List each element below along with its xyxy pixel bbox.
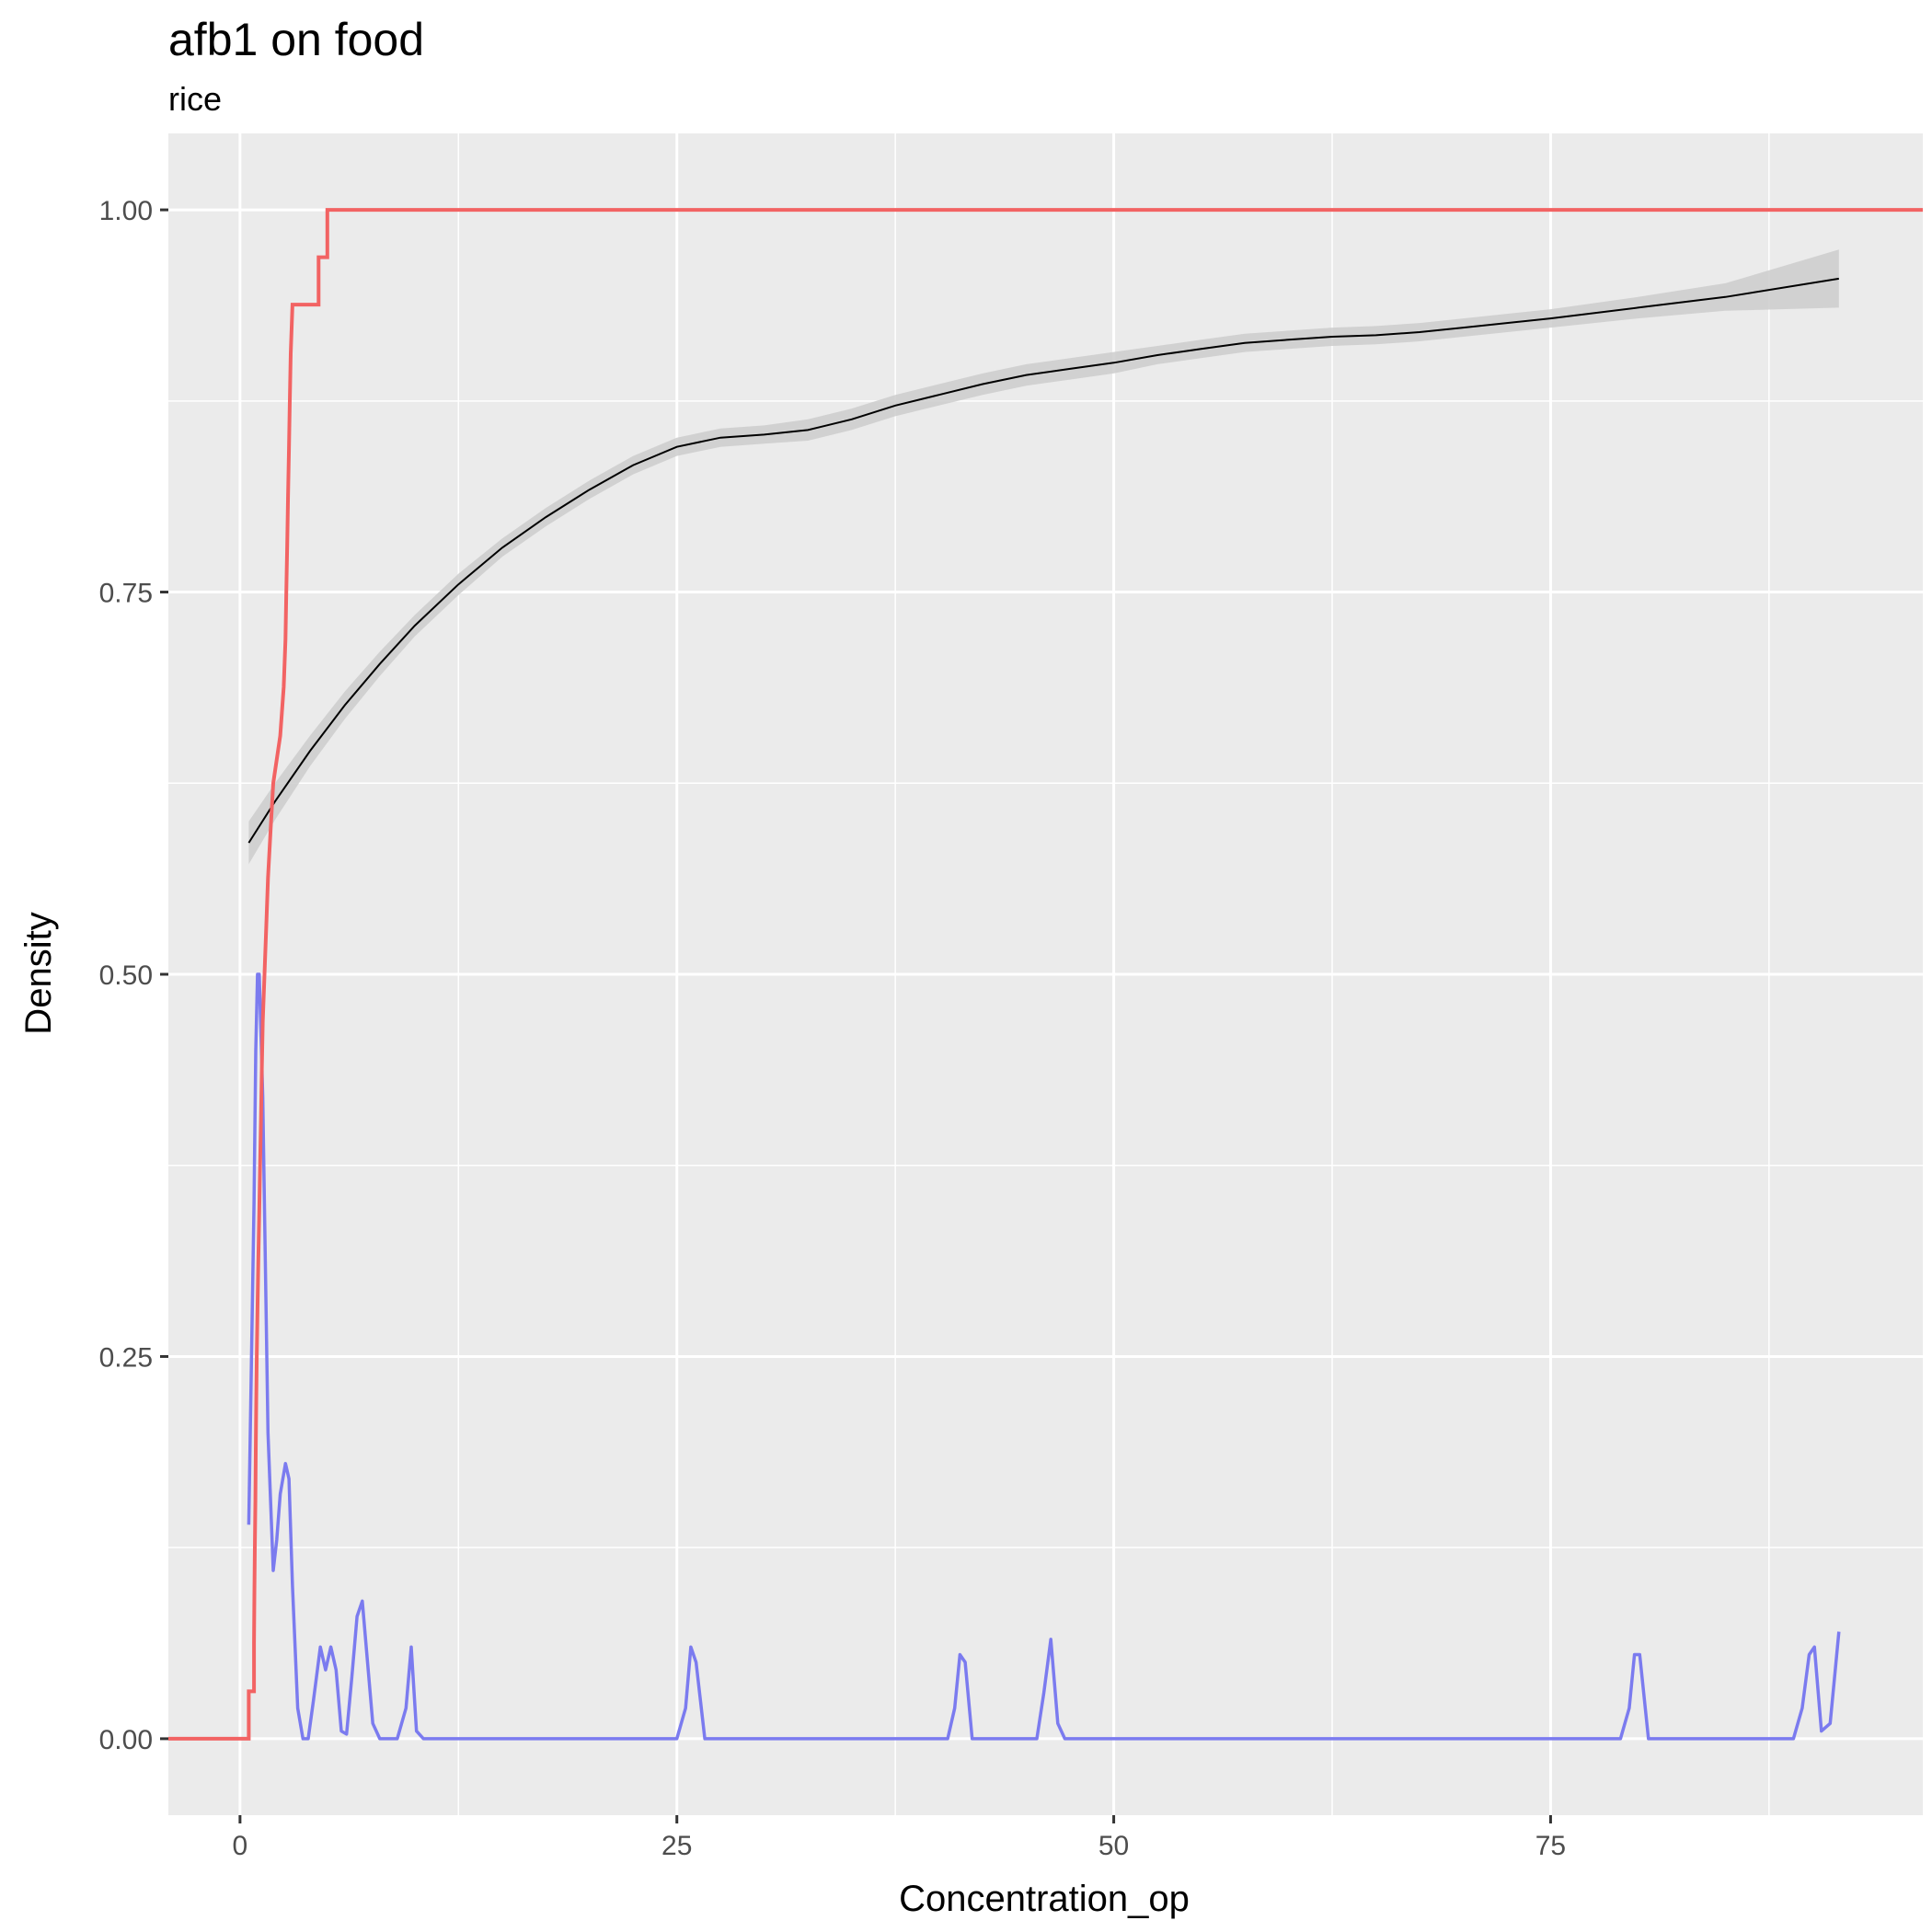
x-axis-title: Concentration_op	[899, 1879, 1190, 1919]
x-tick-label: 50	[1098, 1831, 1129, 1861]
chart-title: afb1 on food	[168, 14, 424, 65]
plot-panel	[168, 133, 1923, 1815]
ecdf-step-line	[168, 208, 1923, 1741]
y-tick-label: 0.00	[99, 1725, 153, 1755]
x-axis: 0 25 50 75	[233, 1815, 1566, 1861]
y-tick-label: 1.00	[99, 196, 153, 226]
smooth-line	[247, 277, 1839, 844]
y-tick-label: 0.75	[99, 579, 153, 609]
x-tick-label: 0	[233, 1831, 248, 1861]
chart-subtitle: rice	[168, 80, 222, 118]
x-tick-label: 75	[1535, 1831, 1566, 1861]
y-axis: 0.00 0.25 0.50 0.75 1.00	[99, 196, 168, 1755]
x-tick-label: 25	[661, 1831, 692, 1861]
y-axis-title: Density	[18, 912, 59, 1034]
y-tick-label: 0.25	[99, 1342, 153, 1373]
y-tick-label: 0.50	[99, 960, 153, 991]
density-line	[247, 972, 1841, 1741]
